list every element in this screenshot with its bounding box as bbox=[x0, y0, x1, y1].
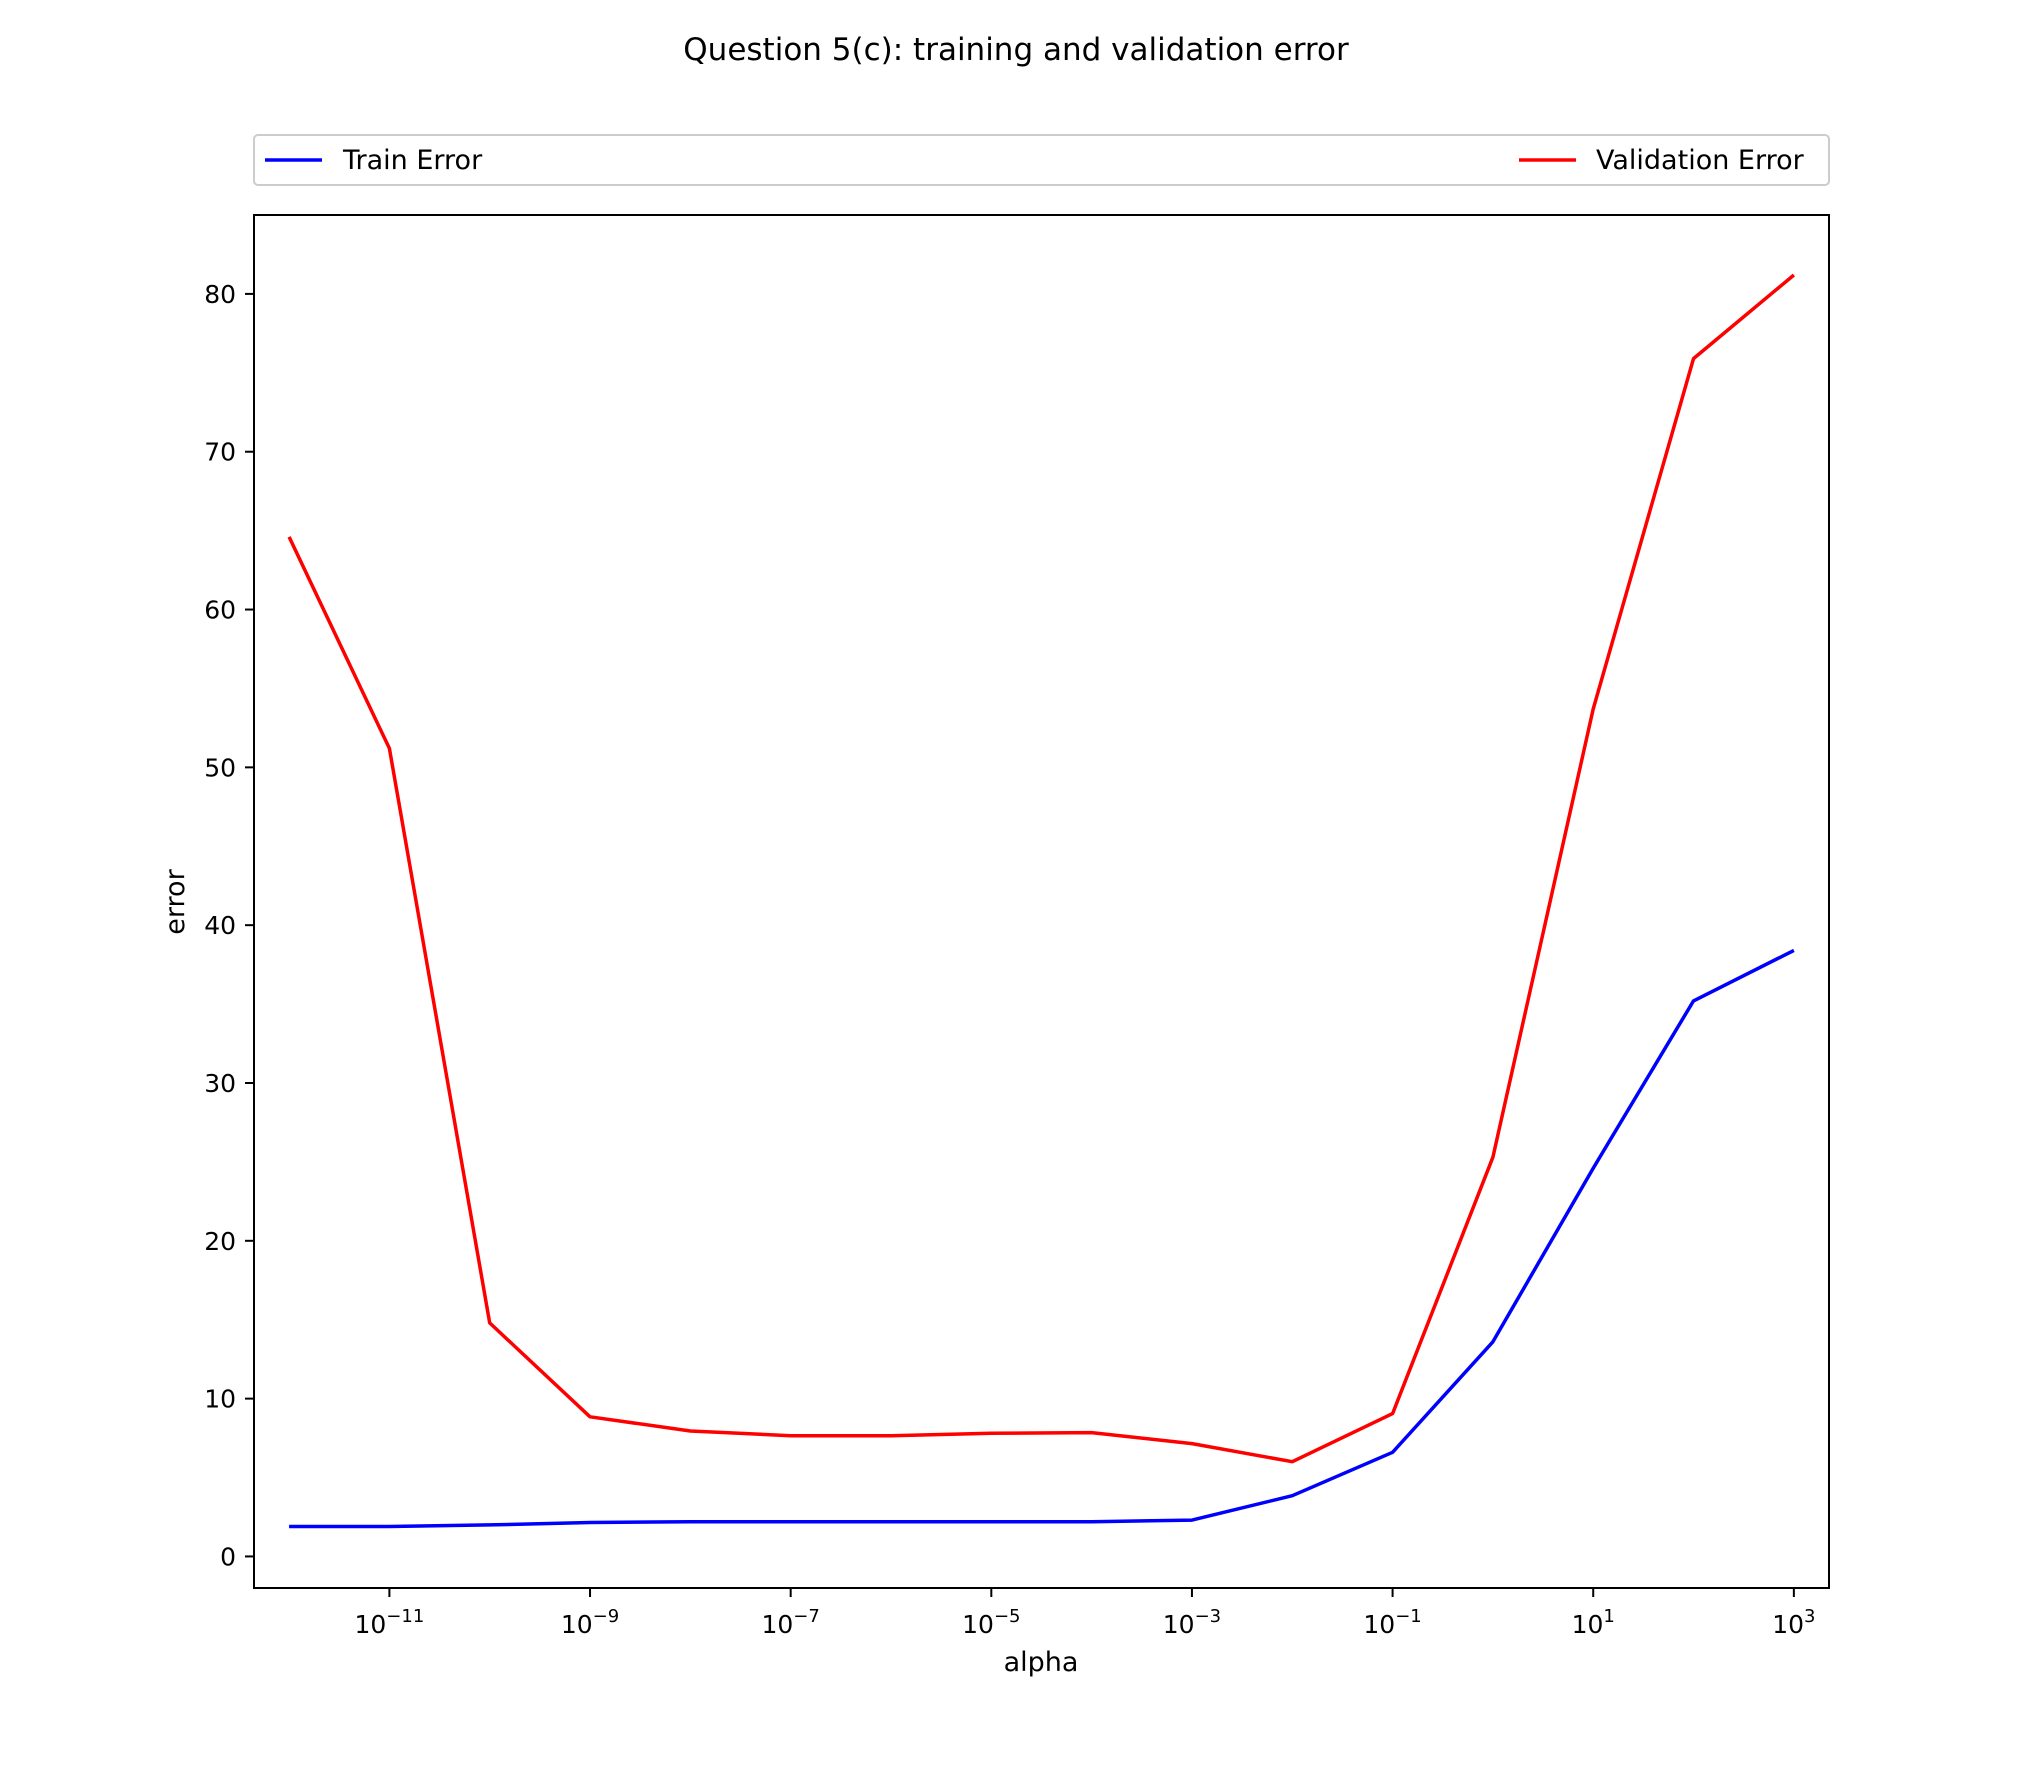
x-tick-label: 10−9 bbox=[561, 1606, 619, 1639]
x-tick-label: 10−1 bbox=[1363, 1606, 1421, 1639]
y-tick-label: 0 bbox=[220, 1542, 236, 1571]
plot-frame bbox=[253, 214, 1830, 1589]
legend-frame bbox=[253, 134, 1830, 186]
train-error-line bbox=[289, 948, 1795, 1529]
plot-series bbox=[287, 273, 1796, 1529]
x-tick-label: 10−11 bbox=[354, 1606, 424, 1639]
y-tick-label: 20 bbox=[204, 1227, 236, 1256]
chart-title: Question 5(c): training and validation e… bbox=[683, 32, 1349, 68]
y-tick-label: 40 bbox=[204, 911, 236, 940]
legend-label-validation-error: Validation Error bbox=[1596, 145, 1805, 176]
y-tick-label: 30 bbox=[204, 1069, 236, 1098]
y-axis-label: error bbox=[160, 868, 191, 934]
x-tick-label: 101 bbox=[1572, 1606, 1615, 1639]
legend: Train Error Validation Error bbox=[253, 134, 1830, 186]
y-tick-label: 10 bbox=[204, 1385, 236, 1414]
legend-label-train-error: Train Error bbox=[342, 145, 483, 176]
y-tick-label: 70 bbox=[204, 438, 236, 467]
x-axis-label: alpha bbox=[1004, 1647, 1079, 1678]
x-tick-label: 10−5 bbox=[962, 1606, 1020, 1639]
validation-error-line bbox=[287, 273, 1796, 1464]
x-axis: 10−11 10−9 10−7 10−5 10−3 10−1 101 103 bbox=[354, 1588, 1815, 1639]
x-tick-label: 103 bbox=[1772, 1606, 1815, 1639]
y-tick-label: 60 bbox=[204, 596, 236, 625]
x-tick-label: 10−3 bbox=[1163, 1606, 1221, 1639]
y-axis: 0 10 20 30 40 50 60 70 80 bbox=[204, 280, 254, 1571]
x-tick-label: 10−7 bbox=[761, 1606, 819, 1639]
y-tick-label: 50 bbox=[204, 753, 236, 782]
y-tick-label: 80 bbox=[204, 280, 236, 309]
